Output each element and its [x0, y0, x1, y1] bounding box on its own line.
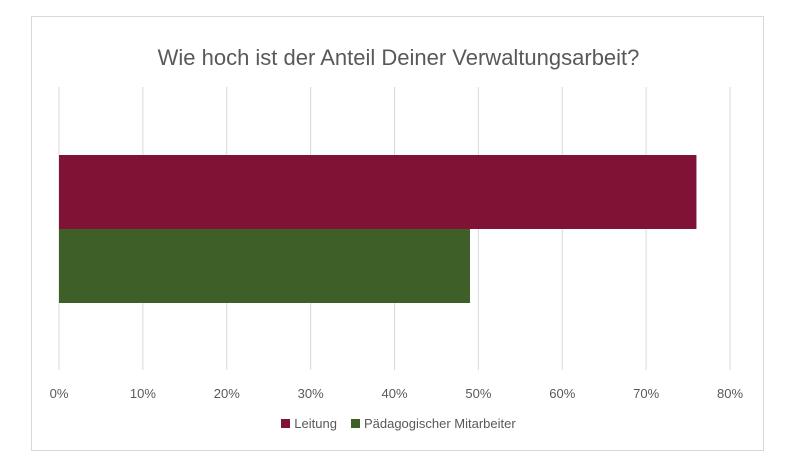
x-tick-label: 10%: [130, 386, 156, 401]
x-tick-label: 70%: [633, 386, 659, 401]
plot-area: 0% 10% 20% 30% 40% 50% 60% 70% 80%: [50, 87, 743, 401]
legend-item: Leitung: [281, 416, 337, 431]
x-tick-label: 30%: [298, 386, 324, 401]
chart-frame: Wie hoch ist der Anteil Deiner Verwaltun…: [31, 16, 764, 451]
bar-paedagogischer-mitarbeiter: [59, 229, 470, 303]
legend-label: Leitung: [294, 416, 337, 431]
legend: Leitung Pädagogischer Mitarbeiter: [32, 416, 765, 431]
x-tick-label: 40%: [381, 386, 407, 401]
x-tick-label: 50%: [465, 386, 491, 401]
bar-leitung: [59, 155, 697, 229]
x-tick-label: 0%: [50, 386, 69, 401]
x-tick-label: 20%: [214, 386, 240, 401]
legend-label: Pädagogischer Mitarbeiter: [363, 416, 516, 431]
x-tick-label: 60%: [549, 386, 575, 401]
x-tick-label: 80%: [717, 386, 743, 401]
legend-swatch: [281, 419, 291, 428]
chart-title: Wie hoch ist der Anteil Deiner Verwaltun…: [157, 45, 640, 70]
legend-item: Pädagogischer Mitarbeiter: [350, 416, 516, 431]
legend-swatch: [350, 419, 360, 428]
